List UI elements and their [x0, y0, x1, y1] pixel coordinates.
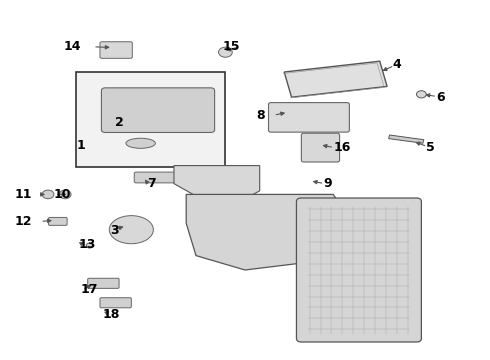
Polygon shape [186, 194, 343, 270]
Text: 7: 7 [147, 177, 156, 190]
FancyBboxPatch shape [134, 172, 176, 183]
Polygon shape [174, 166, 260, 202]
Text: 1: 1 [77, 139, 86, 152]
FancyBboxPatch shape [88, 278, 119, 288]
Ellipse shape [416, 91, 426, 98]
Text: 3: 3 [110, 224, 119, 237]
Ellipse shape [59, 190, 71, 199]
Polygon shape [284, 61, 387, 97]
Ellipse shape [86, 243, 93, 248]
FancyBboxPatch shape [100, 298, 131, 308]
Ellipse shape [109, 216, 153, 244]
Text: 12: 12 [14, 215, 32, 228]
FancyBboxPatch shape [49, 217, 67, 225]
FancyBboxPatch shape [76, 72, 225, 167]
Text: 5: 5 [426, 141, 435, 154]
Text: 9: 9 [323, 177, 332, 190]
FancyBboxPatch shape [269, 103, 349, 132]
FancyBboxPatch shape [296, 198, 421, 342]
Ellipse shape [219, 47, 232, 57]
Text: 4: 4 [392, 58, 401, 71]
FancyBboxPatch shape [101, 88, 215, 132]
FancyBboxPatch shape [100, 42, 132, 58]
Text: 8: 8 [256, 109, 265, 122]
Text: 13: 13 [78, 238, 96, 251]
Text: 17: 17 [81, 283, 98, 296]
Text: 15: 15 [222, 40, 240, 53]
Text: 18: 18 [103, 309, 120, 321]
Text: 2: 2 [115, 116, 124, 129]
Text: 16: 16 [333, 141, 350, 154]
Ellipse shape [42, 190, 54, 199]
Text: 6: 6 [436, 91, 445, 104]
Text: 14: 14 [63, 40, 81, 53]
FancyBboxPatch shape [301, 133, 340, 162]
Text: 11: 11 [14, 188, 32, 201]
Text: 10: 10 [54, 188, 72, 201]
Polygon shape [389, 135, 424, 143]
Ellipse shape [126, 138, 155, 148]
